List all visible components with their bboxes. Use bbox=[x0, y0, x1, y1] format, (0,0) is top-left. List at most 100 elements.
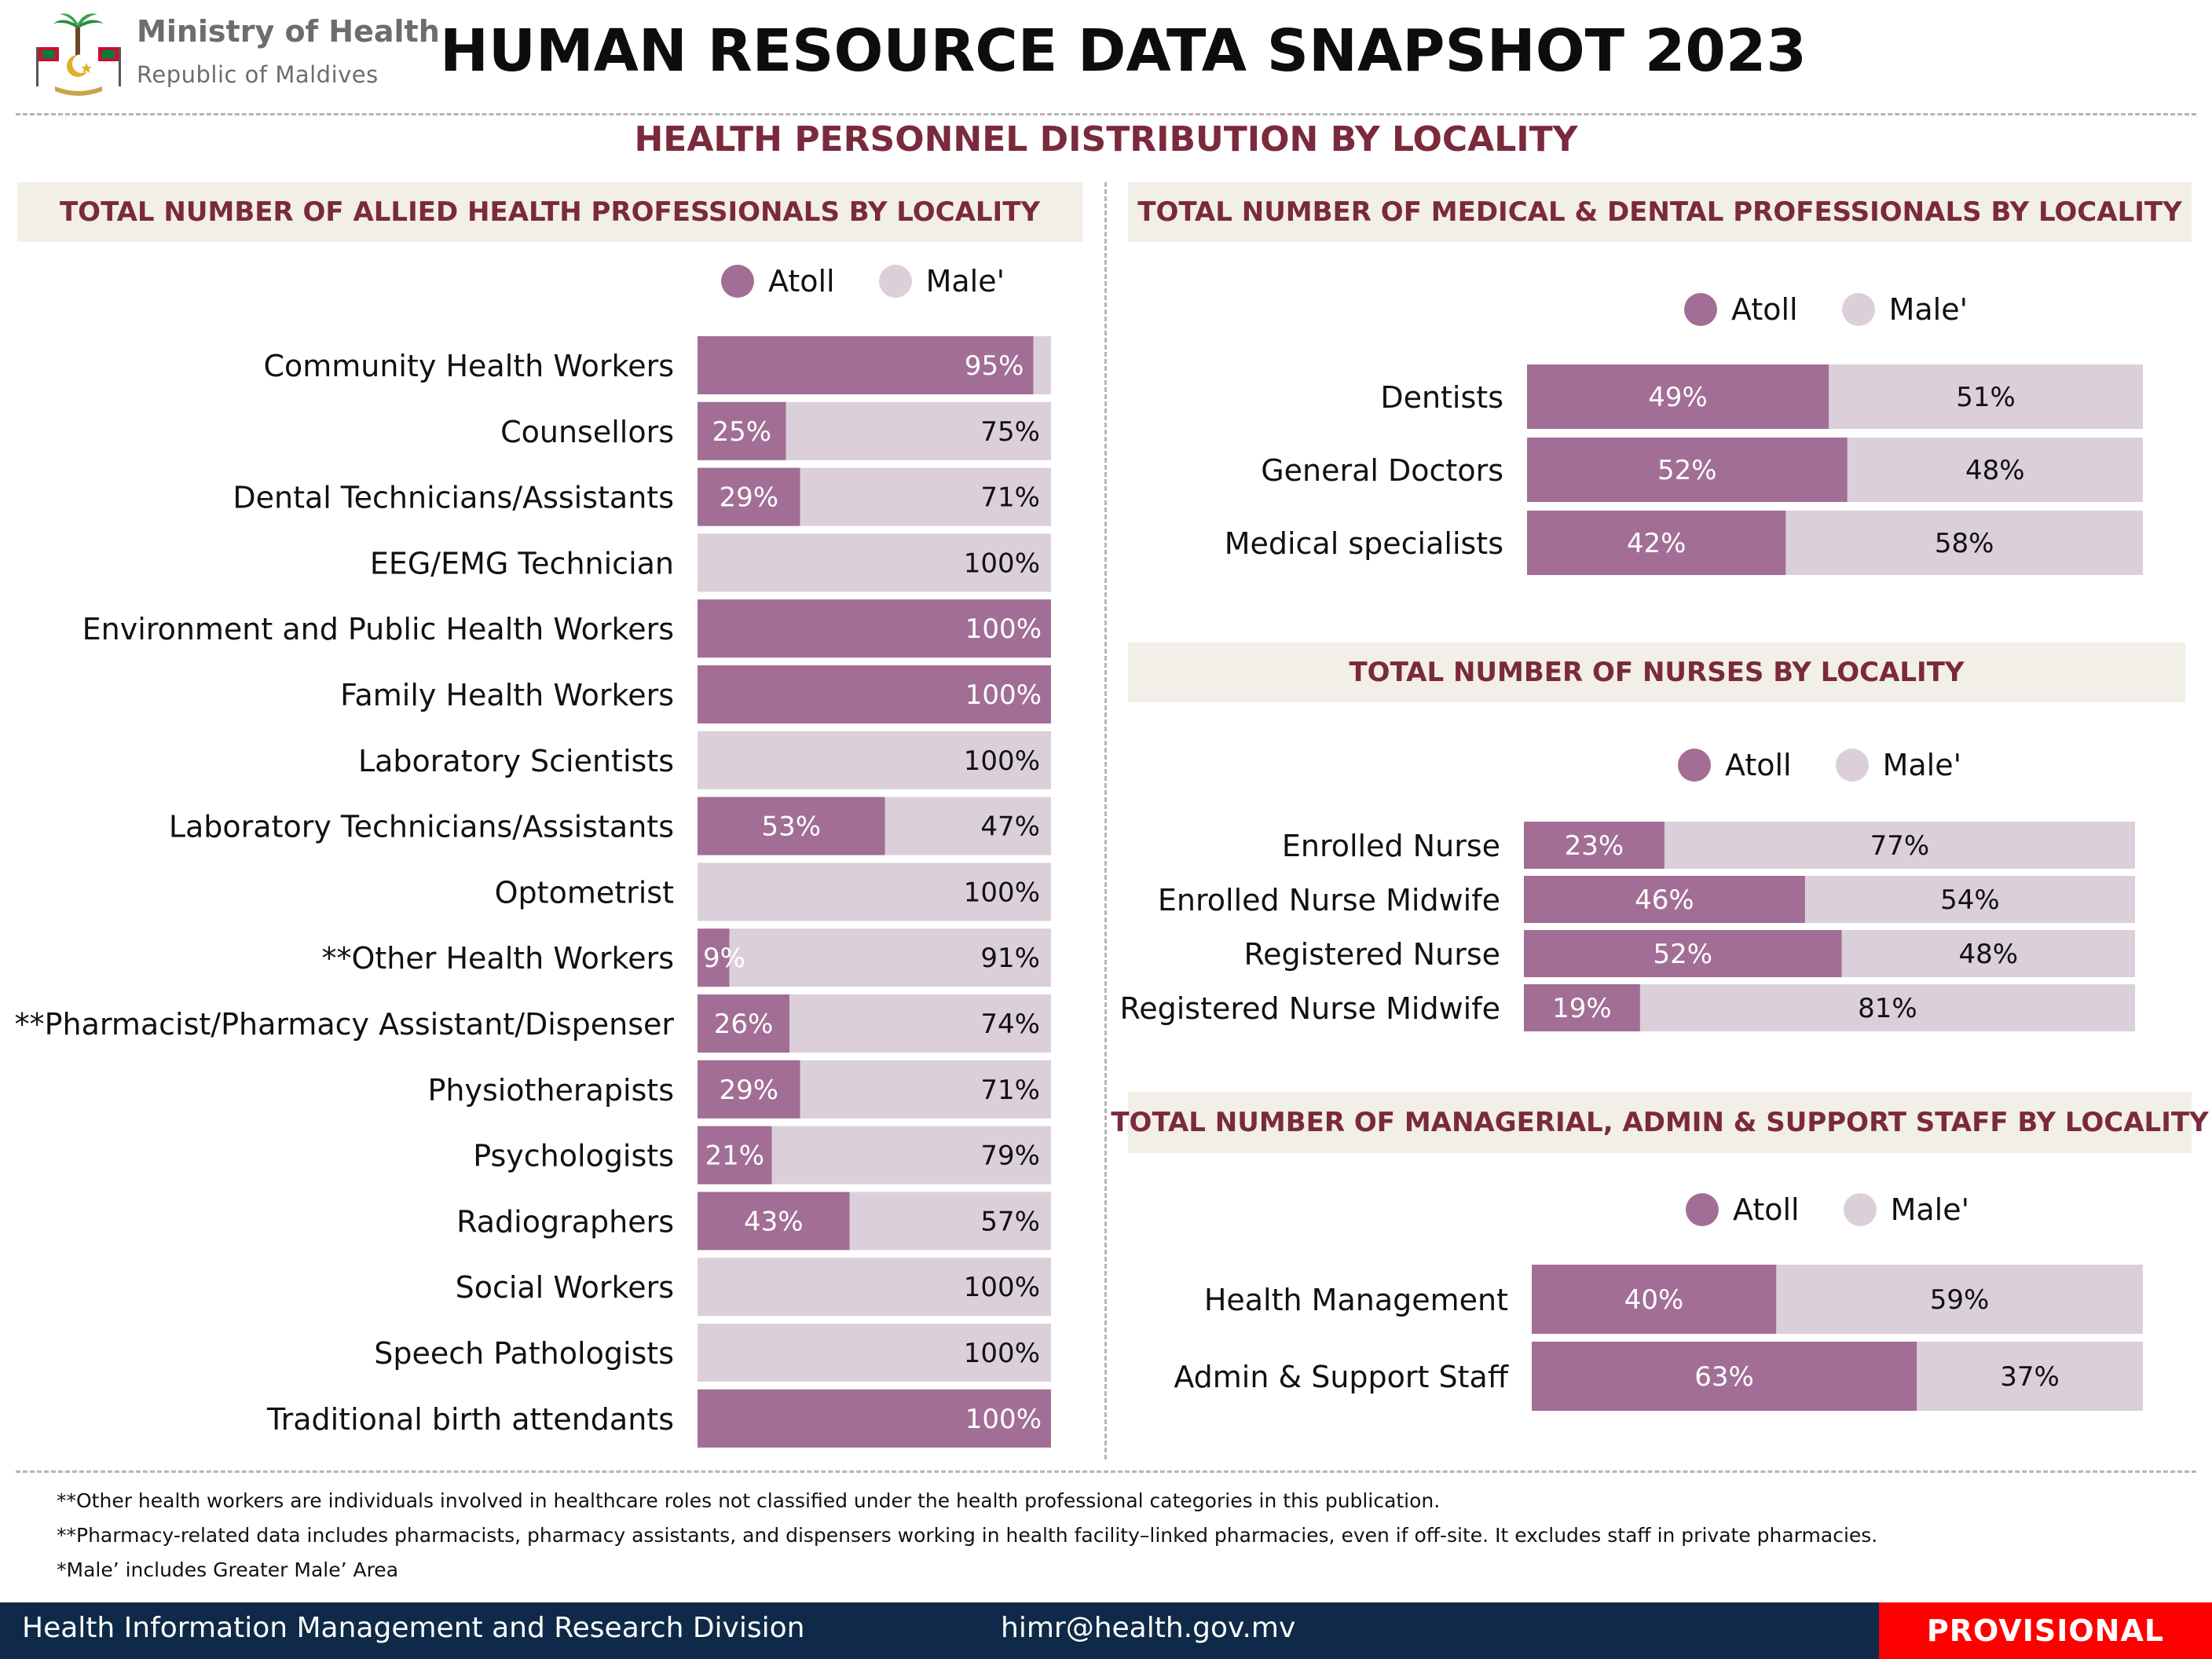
category-label: Dentists bbox=[1380, 380, 1503, 415]
bar-row-0: Community Health Workers 95% bbox=[263, 336, 1051, 394]
managerial-legend: Atoll Male' bbox=[1686, 1192, 2013, 1227]
bar-row-1: General Doctors 52% 48% bbox=[1261, 438, 2143, 502]
data-label-atoll: 40% bbox=[1624, 1284, 1684, 1316]
crescent-icon bbox=[67, 54, 92, 77]
data-label-male: 100% bbox=[964, 548, 1040, 579]
legend-atoll-label: Atoll bbox=[1731, 292, 1798, 327]
data-label-atoll: 25% bbox=[712, 416, 771, 448]
header-divider bbox=[16, 113, 2196, 115]
legend-male-label: Male' bbox=[925, 264, 1005, 298]
bar-row-0: Dentists 49% 51% bbox=[1380, 364, 2143, 429]
bar-row-11: Physiotherapists 29% 71% bbox=[427, 1060, 1051, 1119]
bar-row-7: Laboratory Technicians/Assistants 53% 47% bbox=[169, 797, 1051, 855]
category-label: Medical specialists bbox=[1225, 526, 1503, 561]
category-label: Radiographers bbox=[456, 1204, 674, 1239]
bar-atoll bbox=[698, 797, 885, 855]
category-label: EEG/EMG Technician bbox=[370, 546, 674, 580]
bar-atoll bbox=[1524, 930, 1842, 977]
bar-row-1: Enrolled Nurse Midwife 46% 54% bbox=[1158, 876, 2135, 923]
data-label-atoll: 100% bbox=[965, 1404, 1042, 1435]
footnote-male-area: *Male’ includes Greater Male’ Area bbox=[57, 1558, 399, 1581]
category-label: Family Health Workers bbox=[340, 678, 674, 712]
allied-section-header: TOTAL NUMBER OF ALLIED HEALTH PROFESSION… bbox=[17, 182, 1082, 242]
bar-atoll bbox=[698, 1389, 1051, 1448]
bar-atoll bbox=[698, 1192, 850, 1251]
data-label-atoll: 63% bbox=[1694, 1361, 1754, 1393]
bar-atoll bbox=[698, 1060, 800, 1119]
data-label-atoll: 26% bbox=[714, 1009, 774, 1040]
legend-male-label: Male' bbox=[1882, 748, 1962, 782]
bar-male bbox=[698, 928, 1051, 987]
bar-atoll bbox=[1532, 1265, 1777, 1334]
data-label-atoll: 53% bbox=[761, 811, 821, 843]
footer-bar bbox=[0, 1602, 2212, 1659]
bar-row-10: **Pharmacist/Pharmacy Assistant/Dispense… bbox=[15, 994, 1051, 1053]
data-label-atoll: 100% bbox=[965, 613, 1042, 645]
data-label-male: 71% bbox=[980, 1075, 1040, 1106]
legend-male-label: Male' bbox=[1888, 292, 1968, 327]
bar-atoll bbox=[698, 599, 1051, 658]
category-label: Speech Pathologists bbox=[374, 1336, 674, 1371]
footer-division: Health Information Management and Resear… bbox=[22, 1612, 805, 1644]
bar-row-2: Dental Technicians/Assistants 29% 71% bbox=[233, 467, 1051, 526]
bar-row-0: Health Management 40% 59% bbox=[1204, 1265, 2143, 1334]
legend-atoll-swatch bbox=[1678, 749, 1711, 782]
data-label-atoll: 52% bbox=[1657, 455, 1717, 486]
bar-male bbox=[698, 533, 1051, 592]
data-label-atoll: 9% bbox=[703, 943, 745, 974]
legend-atoll-swatch bbox=[1684, 293, 1717, 326]
data-label-male: 74% bbox=[980, 1009, 1040, 1040]
bar-male bbox=[698, 731, 1051, 789]
ministry-emblem-logo bbox=[31, 11, 126, 99]
data-label-male: 79% bbox=[980, 1141, 1040, 1172]
footnote-pharmacy: **Pharmacy-related data includes pharmac… bbox=[57, 1524, 1878, 1547]
bar-row-3: Registered Nurse Midwife 19% 81% bbox=[1120, 984, 2135, 1031]
category-label: Social Workers bbox=[456, 1270, 674, 1305]
data-label-atoll: 29% bbox=[719, 1075, 778, 1106]
bar-atoll bbox=[1524, 876, 1805, 923]
data-label-atoll: 19% bbox=[1552, 993, 1612, 1024]
data-label-male: 58% bbox=[1935, 528, 1994, 559]
bar-atoll bbox=[698, 665, 1051, 723]
bar-atoll bbox=[698, 1126, 772, 1185]
data-label-male: 48% bbox=[1958, 939, 2018, 970]
footnote-other-workers: **Other health workers are individuals i… bbox=[57, 1489, 1441, 1512]
data-label-male: 71% bbox=[980, 482, 1040, 514]
legend-atoll-swatch bbox=[1686, 1193, 1719, 1226]
medical-chart: Dentists 49% 51% General Doctors 52% 48% Medic… bbox=[1225, 364, 2143, 575]
footer-email-link[interactable]: himr@health.gov.mv bbox=[1001, 1612, 1296, 1644]
data-label-male: 100% bbox=[964, 1272, 1040, 1303]
category-label: Physiotherapists bbox=[427, 1073, 674, 1108]
data-label-male: 57% bbox=[980, 1206, 1040, 1237]
data-label-male: 75% bbox=[980, 416, 1040, 448]
category-label: Registered Nurse Midwife bbox=[1120, 991, 1500, 1026]
category-label: Laboratory Scientists bbox=[358, 744, 674, 778]
data-label-male: 100% bbox=[964, 745, 1040, 777]
data-label-male: 91% bbox=[980, 943, 1040, 974]
flag-left-icon bbox=[36, 47, 59, 86]
legend-male-swatch bbox=[1841, 293, 1875, 326]
bar-row-1: Admin & Support Staff 63% 37% bbox=[1174, 1342, 2143, 1411]
data-label-male: 54% bbox=[1940, 884, 2000, 916]
data-label-atoll: 52% bbox=[1653, 939, 1712, 970]
category-label: General Doctors bbox=[1261, 453, 1503, 488]
bar-row-2: Medical specialists 42% 58% bbox=[1225, 511, 2143, 575]
bar-row-5: Family Health Workers 100% bbox=[340, 665, 1051, 723]
category-label: Dental Technicians/Assistants bbox=[233, 481, 674, 515]
legend-atoll-label: Atoll bbox=[1733, 1192, 1800, 1227]
bar-atoll bbox=[698, 994, 789, 1053]
bar-row-2: Registered Nurse 52% 48% bbox=[1243, 930, 2135, 977]
bar-atoll bbox=[1527, 511, 1786, 575]
category-label: Laboratory Technicians/Assistants bbox=[169, 810, 674, 844]
category-label: Enrolled Nurse Midwife bbox=[1158, 883, 1500, 917]
bar-atoll bbox=[1527, 364, 1829, 429]
org-subtitle: Republic of Maldives bbox=[137, 61, 379, 88]
page-title: HUMAN RESOURCE DATA SNAPSHOT 2023 bbox=[440, 17, 1807, 85]
bar-row-4: Environment and Public Health Workers 100… bbox=[82, 599, 1051, 658]
flag-right-icon bbox=[98, 47, 121, 86]
bar-male bbox=[698, 862, 1051, 921]
data-label-male: 100% bbox=[964, 877, 1040, 908]
bar-row-3: EEG/EMG Technician 100% bbox=[370, 533, 1051, 592]
data-label-male: 48% bbox=[1965, 455, 2025, 486]
data-label-male: 59% bbox=[1930, 1284, 1990, 1316]
